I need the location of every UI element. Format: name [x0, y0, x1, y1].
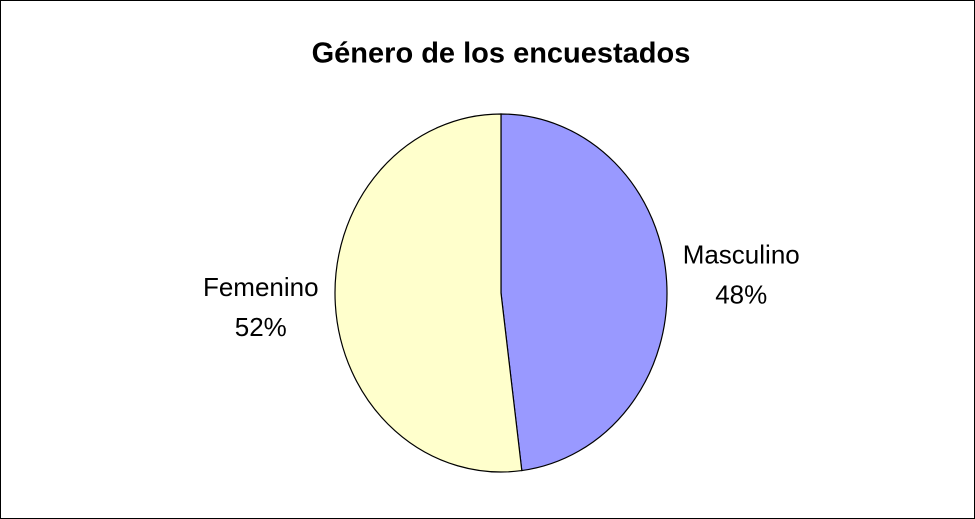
pie-slice	[334, 113, 523, 473]
slice-category-label: Femenino	[203, 272, 319, 302]
pie-slice	[500, 113, 668, 472]
chart-title: Género de los encuestados	[312, 38, 691, 70]
slice-category-label: Masculino	[683, 240, 800, 270]
slice-value-label: 52%	[235, 312, 287, 342]
slice-value-label: 48%	[715, 280, 767, 310]
